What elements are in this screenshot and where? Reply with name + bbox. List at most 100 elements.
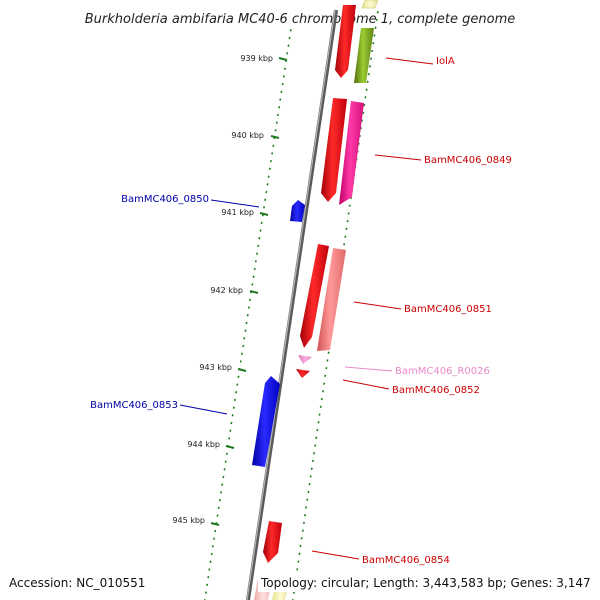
- scale-label-939: 939 kbp: [240, 54, 273, 63]
- outer-track-dot: [307, 490, 310, 494]
- inner-track-dot: [215, 522, 218, 525]
- gene-label-0853[interactable]: BamMC406_0853: [90, 400, 178, 411]
- inner-track-dot: [243, 337, 246, 340]
- inner-track-dot: [211, 545, 214, 548]
- gene-label-iola[interactable]: IolA: [436, 56, 455, 67]
- gene-label-r0026[interactable]: BamMC406_R0026: [395, 366, 490, 377]
- outer-track-dot: [296, 568, 299, 571]
- inner-track-dot: [212, 537, 216, 540]
- inner-track-dot: [285, 59, 288, 63]
- inner-track-dot: [278, 106, 281, 109]
- genome-backbone: [246, 9, 338, 600]
- footer-accession: Accession: NC_010551: [9, 576, 145, 590]
- outer-track-dot: [363, 103, 366, 107]
- scale-label-944: 944 kbp: [187, 440, 220, 449]
- gene-feature-0853[interactable]: [252, 376, 280, 467]
- outer-track-dot: [372, 41, 375, 45]
- gene-feature-iola[interactable]: [354, 28, 374, 83]
- inner-track-dot: [260, 221, 263, 225]
- leader-lines: [179, 57, 434, 560]
- gene-feature-partial-top[interactable]: [361, 0, 379, 9]
- inner-track-dot: [266, 183, 269, 186]
- inner-track-dot: [257, 244, 260, 248]
- outer-track-dot: [367, 72, 370, 76]
- gene-feature-r0026[interactable]: [298, 355, 312, 364]
- outer-track-dot: [315, 436, 318, 439]
- inner-track-dot: [236, 383, 239, 386]
- inner-track-dot: [230, 421, 233, 425]
- gene-label-0849[interactable]: BamMC406_0849: [424, 155, 512, 166]
- outer-track-dot: [368, 65, 372, 68]
- gene-label-0852[interactable]: BamMC406_0852: [392, 385, 480, 396]
- inner-track-dot: [217, 506, 220, 510]
- outer-track-dot: [309, 475, 312, 478]
- inner-track-dot: [244, 329, 247, 332]
- inner-track-dot: [225, 452, 228, 456]
- gene-feature-0852[interactable]: [296, 369, 310, 378]
- gene-feature-0851-upstream[interactable]: [300, 244, 329, 348]
- outer-track-dot: [317, 421, 320, 424]
- gene-label-0851[interactable]: BamMC406_0851: [404, 304, 492, 315]
- inner-track-dot: [281, 82, 284, 86]
- inner-track-dot: [253, 267, 256, 271]
- inner-track-dot: [279, 98, 282, 101]
- inner-track-dot: [264, 198, 267, 201]
- inner-track-dot: [219, 491, 223, 494]
- outer-track-dot: [375, 18, 378, 22]
- inner-track-dot: [275, 121, 278, 124]
- scale-track-inner: [204, 29, 292, 600]
- outer-track-dot: [306, 498, 309, 501]
- inner-track-dot: [222, 475, 225, 479]
- inner-track-dot: [276, 113, 280, 117]
- inner-track-dot: [259, 229, 262, 232]
- scale-labels: 939 kbp 940 kbp 941 kbp 942 kbp 943 kbp …: [172, 54, 288, 526]
- scale-label-943: 943 kbp: [199, 363, 232, 372]
- outer-track-dot: [343, 243, 346, 246]
- gene-features: [252, 0, 379, 600]
- gene-labels: IolA BamMC406_0849 BamMC406_0850 BamMC40…: [90, 56, 512, 566]
- inner-track-dot: [205, 583, 209, 587]
- inner-track-dot: [280, 90, 283, 94]
- inner-track-dot: [273, 136, 276, 140]
- outer-track-dot: [316, 428, 319, 432]
- inner-track-dot: [235, 391, 238, 394]
- scale-label-945: 945 kbp: [172, 516, 205, 525]
- outer-track-dot: [374, 26, 377, 29]
- inner-track-dot: [247, 306, 251, 309]
- inner-track-dot: [210, 552, 213, 556]
- gene-feature-0849[interactable]: [339, 101, 364, 205]
- inner-track-dot: [272, 144, 275, 147]
- outer-track-dot: [376, 11, 379, 14]
- outer-track-dot: [347, 212, 350, 215]
- gene-feature-0854[interactable]: [263, 521, 282, 563]
- inner-track-dot: [268, 167, 271, 171]
- footer-accession-bg: [4, 572, 154, 592]
- inner-track-dot: [286, 52, 289, 55]
- inner-track-dot: [229, 429, 232, 432]
- outer-track-dot: [303, 513, 307, 517]
- outer-track-dot: [299, 544, 302, 548]
- outer-track-dot: [311, 459, 314, 463]
- gene-label-0854[interactable]: BamMC406_0854: [362, 555, 450, 566]
- inner-track-dot: [223, 468, 226, 471]
- outer-track-dot: [308, 482, 311, 486]
- gene-feature-0849-upstream[interactable]: [321, 98, 347, 202]
- inner-track-dot: [282, 75, 285, 78]
- inner-track-dot: [258, 237, 261, 240]
- gene-feature-0851[interactable]: [317, 248, 346, 351]
- outer-track-dot: [312, 452, 316, 455]
- gene-label-0850[interactable]: BamMC406_0850: [121, 194, 209, 205]
- gene-feature-0850[interactable]: [290, 200, 305, 222]
- outer-track-dot: [369, 57, 373, 60]
- outer-track-dot: [297, 560, 300, 563]
- outer-track-dot: [371, 49, 374, 53]
- inner-track-dot: [218, 498, 221, 502]
- scale-label-941: 941 kbp: [221, 208, 254, 217]
- scale-label-940: 940 kbp: [231, 131, 264, 140]
- inner-track-dot: [228, 437, 231, 440]
- outer-track-dot: [321, 390, 325, 393]
- inner-track-dot: [231, 414, 234, 417]
- gene-feature-iola-upstream[interactable]: [335, 5, 356, 78]
